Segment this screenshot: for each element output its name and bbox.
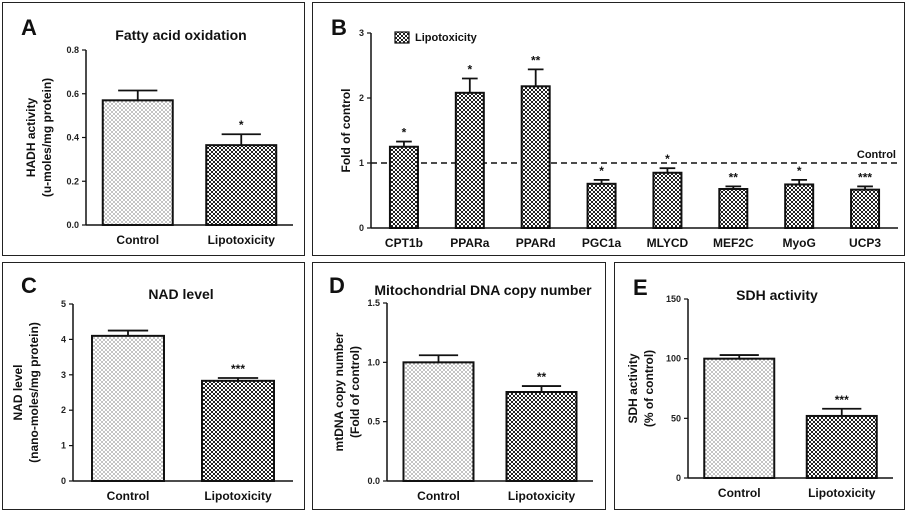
y-tick-label: 1.5 <box>367 298 380 308</box>
y-axis-label-c: (nano-moles/mg protein) <box>27 322 41 463</box>
y-tick-label: 0.6 <box>66 89 79 99</box>
y-tick-label: 0.5 <box>367 417 380 427</box>
significance-label: * <box>599 164 604 178</box>
x-category-label: PPARa <box>450 236 489 250</box>
y-tick-label: 3 <box>61 370 66 380</box>
x-category-label: CPT1b <box>385 236 423 250</box>
bar-b-ppara <box>454 91 485 229</box>
significance-label: * <box>239 118 244 132</box>
y-tick-label: 1 <box>359 158 364 168</box>
x-category-label: MEF2C <box>713 236 754 250</box>
y-tick-label: 0.4 <box>66 133 79 143</box>
x-category-label: Control <box>417 489 460 503</box>
chart-title-c: NAD level <box>148 286 213 302</box>
x-category-label: Control <box>718 486 761 500</box>
bar-c-control <box>91 334 165 482</box>
chart-title-d: Mitochondrial DNA copy number <box>374 282 592 298</box>
x-category-label: Lipotoxicity <box>204 489 272 503</box>
bar-b-mef2c <box>718 188 749 229</box>
y-tick-label: 4 <box>61 334 66 344</box>
panel-letter-e: E <box>633 275 648 300</box>
x-category-label: UCP3 <box>849 236 881 250</box>
bar-a-lipotoxicity <box>205 144 278 226</box>
bar-b-myog <box>784 183 815 229</box>
significance-label: ** <box>531 53 541 67</box>
panel-b-gene-expression: B Fold of control 0 1 2 3 Control * CPT1b * PPARa *… <box>312 2 905 256</box>
x-category-label: Control <box>107 489 150 503</box>
y-tick-label: 0.0 <box>367 476 380 486</box>
y-axis-label-d: (Fold of control) <box>348 346 362 438</box>
chart-b-svg: B Fold of control 0 1 2 3 Control * CPT1b * PPARa *… <box>331 15 898 250</box>
significance-label: * <box>467 63 472 77</box>
panel-letter-d: D <box>329 273 345 298</box>
y-tick-label: 3 <box>359 28 364 38</box>
significance-label: * <box>797 164 802 178</box>
y-axis-label-e: (% of control) <box>642 350 656 427</box>
chart-d-svg: D Mitochondrial DNA copy number mtDNA copy… <box>329 273 593 503</box>
y-axis-label-e: SDH activity <box>626 353 640 423</box>
y-tick-label: 0.8 <box>66 45 79 55</box>
y-tick-label: 0.2 <box>66 176 79 186</box>
y-tick-label: 0 <box>676 473 681 483</box>
bar-b-ppard <box>520 85 551 229</box>
y-axis-label-c: NAD level <box>11 364 25 420</box>
x-category-label: MyoG <box>783 236 816 250</box>
y-axis-label-b: Fold of control <box>339 89 353 173</box>
bar-b-cpt1b <box>388 145 419 229</box>
x-category-label: PPARd <box>516 236 556 250</box>
bar-c-lipotoxicity <box>201 379 275 482</box>
y-axis-label-a: (u-moles/mg protein) <box>40 78 54 197</box>
bar-d-control <box>402 361 475 482</box>
bar-a-control <box>101 99 174 226</box>
bar-b-ucp3 <box>850 188 881 229</box>
x-category-label: Lipotoxicity <box>808 486 876 500</box>
x-category-label: PGC1a <box>582 236 622 250</box>
y-axis-label-d: mtDNA copy number <box>332 332 346 451</box>
panel-letter-a: A <box>21 15 37 40</box>
significance-label: * <box>665 152 670 166</box>
y-tick-label: 1.0 <box>367 357 380 367</box>
chart-title-e: SDH activity <box>736 287 818 303</box>
bar-e-lipotoxicity <box>805 414 878 480</box>
bar-d-lipotoxicity <box>505 391 578 482</box>
panel-a-fatty-acid-oxidation: A Fatty acid oxidation HADH activity (u-mol… <box>2 2 305 256</box>
significance-label: *** <box>835 393 849 407</box>
reference-line-label: Control <box>857 149 896 161</box>
y-axis-label-a: HADH activity <box>24 98 38 178</box>
x-category-label: MLYCD <box>647 236 689 250</box>
y-tick-label: 150 <box>666 294 681 304</box>
significance-label: ** <box>729 170 739 184</box>
panel-c-nad-level: C NAD level NAD level (nano-moles/mg protei… <box>2 262 305 510</box>
x-category-label: Lipotoxicity <box>208 233 276 247</box>
y-tick-label: 0.0 <box>66 220 79 230</box>
x-category-label: Control <box>116 233 159 247</box>
x-category-label: Lipotoxicity <box>508 489 576 503</box>
significance-label: ** <box>537 370 547 384</box>
chart-title-a: Fatty acid oxidation <box>115 27 246 43</box>
y-tick-label: 2 <box>359 93 364 103</box>
legend-swatch <box>394 31 410 44</box>
bar-b-mlycd <box>652 171 683 229</box>
panel-letter-c: C <box>21 273 37 298</box>
significance-label: *** <box>231 362 245 376</box>
bar-e-control <box>703 357 776 479</box>
y-tick-label: 1 <box>61 441 66 451</box>
panel-d-mtdna-copy-number: D Mitochondrial DNA copy number mtDNA copy… <box>312 262 606 510</box>
y-tick-label: 5 <box>61 299 66 309</box>
significance-label: * <box>402 126 407 140</box>
panel-letter-b: B <box>331 15 347 40</box>
significance-label: *** <box>858 170 872 184</box>
y-tick-label: 50 <box>671 413 681 423</box>
panel-e-sdh-activity: E SDH activity SDH activity (% of control) 0… <box>614 262 905 510</box>
y-tick-label: 100 <box>666 354 681 364</box>
legend-label-lipotoxicity: Lipotoxicity <box>415 32 478 44</box>
y-tick-label: 0 <box>359 223 364 233</box>
chart-a-svg: A Fatty acid oxidation HADH activity (u-mol… <box>21 15 293 247</box>
y-tick-label: 2 <box>61 405 66 415</box>
bar-b-pgc1a <box>586 182 617 230</box>
y-tick-label: 0 <box>61 476 66 486</box>
